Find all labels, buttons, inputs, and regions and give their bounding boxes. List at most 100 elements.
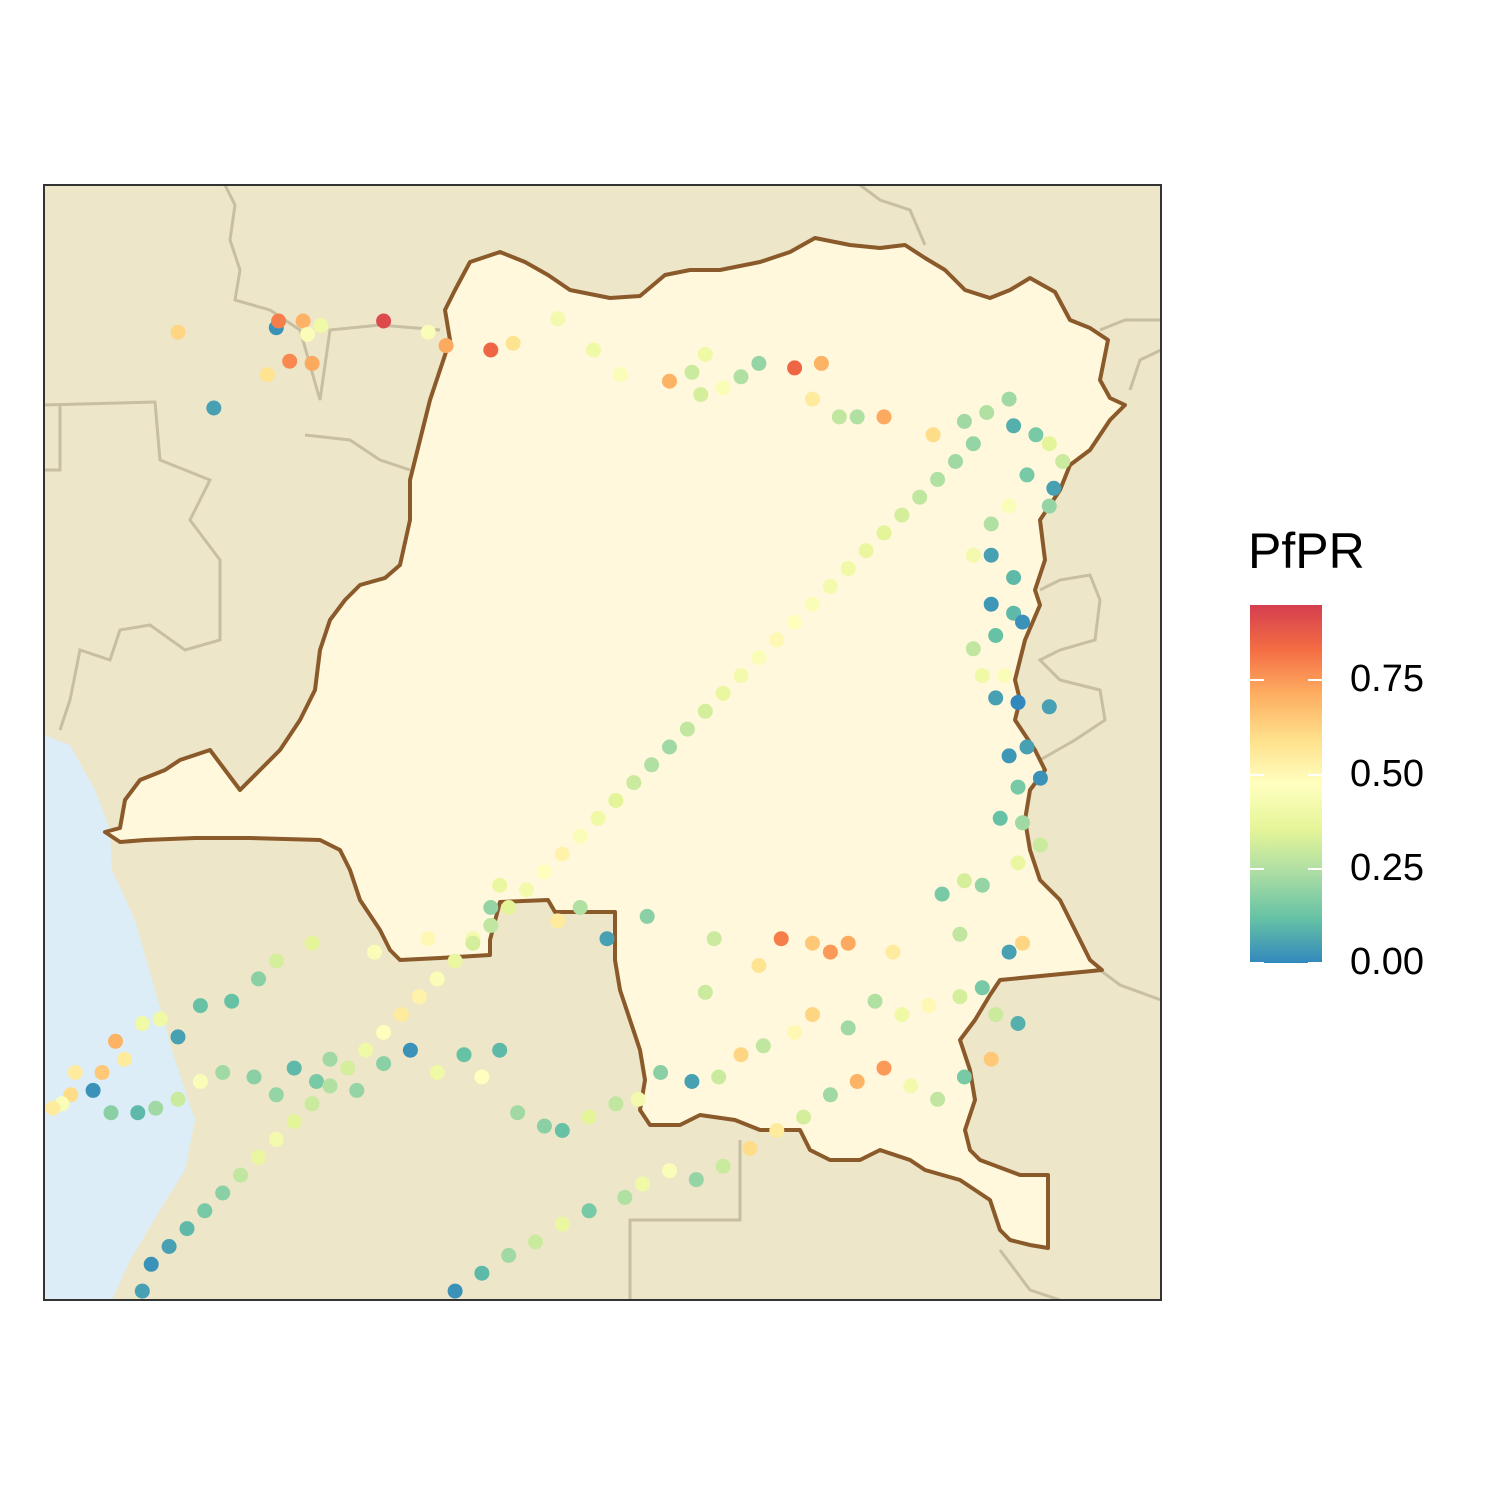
survey-point	[492, 877, 508, 893]
survey-point	[948, 454, 963, 469]
survey-point	[447, 1283, 463, 1299]
survey-point	[697, 984, 713, 1000]
survey-point	[858, 543, 874, 559]
survey-point	[822, 944, 838, 960]
survey-point	[1010, 779, 1026, 795]
survey-point	[554, 846, 570, 862]
survey-point	[630, 1091, 646, 1107]
survey-point	[988, 628, 1004, 643]
survey-point	[313, 318, 329, 333]
survey-point	[840, 561, 856, 577]
survey-point	[233, 1167, 249, 1183]
survey-point	[733, 369, 749, 385]
survey-point	[988, 690, 1004, 706]
survey-point	[1015, 935, 1030, 951]
survey-point	[684, 1074, 700, 1089]
survey-point	[952, 989, 968, 1005]
survey-point	[206, 1346, 221, 1361]
survey-point	[626, 775, 642, 791]
survey-point	[572, 900, 588, 915]
survey-point	[635, 1176, 651, 1192]
survey-point	[894, 507, 910, 523]
survey-point	[751, 650, 767, 666]
survey-point	[1019, 467, 1035, 483]
survey-point	[153, 1301, 168, 1316]
survey-point	[554, 1123, 570, 1138]
survey-point	[130, 1105, 146, 1121]
survey-point	[822, 578, 838, 594]
survey-point	[376, 313, 392, 329]
survey-point	[483, 342, 499, 358]
survey-point	[1041, 699, 1057, 715]
survey-point	[849, 409, 865, 425]
survey-point	[684, 364, 700, 380]
survey-point	[974, 668, 990, 684]
survey-point	[402, 1042, 418, 1058]
survey-point	[733, 668, 749, 684]
survey-point	[1010, 694, 1026, 710]
survey-point	[813, 355, 829, 371]
legend-tick-mark	[1308, 773, 1322, 776]
survey-point	[550, 913, 566, 929]
survey-point	[465, 935, 481, 951]
survey-point	[300, 326, 316, 342]
survey-point	[974, 877, 990, 893]
survey-point	[805, 935, 820, 951]
survey-point	[85, 1082, 101, 1098]
survey-point	[590, 810, 606, 826]
survey-point	[134, 1016, 150, 1031]
survey-point	[805, 391, 820, 407]
survey-point	[751, 958, 767, 973]
survey-point	[268, 1087, 284, 1103]
survey-point	[309, 1074, 324, 1089]
survey-point	[260, 1400, 275, 1415]
survey-point	[1001, 944, 1017, 960]
survey-point	[849, 1074, 865, 1089]
survey-point	[420, 324, 436, 340]
survey-point	[715, 685, 731, 701]
survey-point	[501, 1247, 517, 1263]
survey-point	[215, 1065, 231, 1080]
legend-tick-label: 0.75	[1350, 658, 1424, 701]
survey-point	[1032, 837, 1048, 853]
survey-point	[1010, 1016, 1026, 1031]
survey-point	[134, 1283, 150, 1299]
survey-point	[840, 1020, 856, 1036]
survey-point	[197, 1203, 213, 1219]
survey-point	[103, 1105, 119, 1121]
survey-point	[438, 338, 454, 354]
survey-point	[456, 1047, 472, 1063]
survey-point	[501, 900, 517, 915]
survey-point	[894, 1007, 910, 1023]
legend-tick-mark	[1250, 962, 1264, 964]
survey-point	[143, 1256, 159, 1272]
legend-tick-mark	[1250, 773, 1264, 776]
survey-point	[429, 971, 445, 987]
survey-point	[1015, 614, 1030, 630]
survey-point	[979, 405, 995, 420]
survey-point	[921, 998, 937, 1014]
legend-tick-mark	[1308, 962, 1322, 964]
survey-point	[286, 1060, 302, 1076]
survey-point	[331, 1373, 346, 1388]
survey-point	[367, 944, 383, 960]
survey-point	[679, 721, 695, 737]
survey-point	[581, 1109, 597, 1125]
survey-point	[171, 1319, 186, 1334]
survey-point	[769, 632, 785, 648]
survey-point	[536, 1118, 552, 1134]
survey-point	[608, 1096, 624, 1112]
survey-point	[885, 944, 901, 960]
survey-point	[554, 1216, 570, 1232]
survey-point	[510, 1105, 526, 1121]
survey-point	[483, 917, 499, 933]
survey-point	[1041, 498, 1057, 514]
survey-point	[787, 360, 803, 376]
survey-point	[393, 1007, 409, 1023]
survey-point	[170, 324, 186, 340]
survey-point	[1041, 436, 1057, 452]
survey-point	[983, 547, 999, 563]
legend-tick-mark	[1250, 679, 1264, 682]
map-frame	[43, 184, 1162, 1301]
